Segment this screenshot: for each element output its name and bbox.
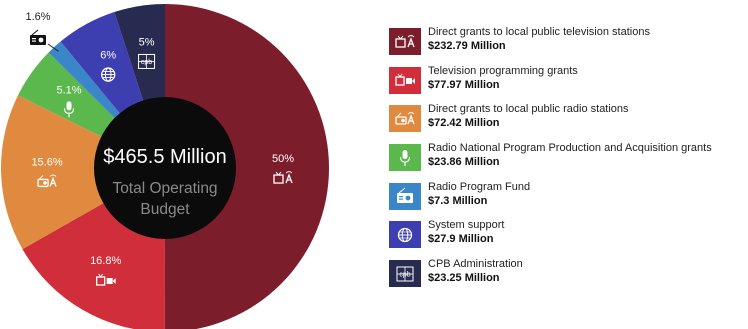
legend-label: Direct grants to local public radio stat…: [428, 103, 629, 116]
slice-percent-3: 5.1%: [56, 84, 81, 96]
legend-item: Direct grants to local public television…: [389, 25, 745, 64]
leader-line: [47, 43, 59, 52]
slice-percent-5: 6%: [100, 50, 116, 62]
tv-radio-icon: [273, 171, 293, 184]
legend-item: cpb CPB Administration $23.25 Million: [389, 257, 745, 296]
slice-percent-1: 16.8%: [90, 255, 121, 267]
legend-item: Direct grants to local public radio stat…: [389, 102, 745, 141]
legend-swatch: [389, 144, 421, 172]
pie-slice-2: [1, 95, 166, 250]
radio-broadcast-icon: [37, 174, 57, 188]
legend: Direct grants to local public television…: [389, 25, 745, 296]
radio-broadcast-icon: [395, 111, 415, 125]
legend-value: $7.3 Million: [428, 194, 488, 207]
donut-hole: [94, 97, 236, 239]
legend-label: Television programming grants: [428, 64, 578, 77]
legend-value: $232.79 Million: [428, 40, 506, 52]
legend-value: $77.97 Million: [428, 78, 500, 91]
legend-value: $72.42 Million: [428, 117, 500, 130]
legend-value: $23.25 Million: [428, 272, 500, 285]
legend-item: Radio National Program Production and Ac…: [389, 141, 745, 180]
cpb-logo-icon: cpb: [396, 266, 414, 282]
legend-label: CPB Administration: [428, 258, 523, 271]
legend-swatch: cpb: [389, 260, 421, 288]
microphone-icon: [399, 149, 411, 166]
svg-text:cpb: cpb: [399, 271, 410, 278]
legend-value: $23.86 Million: [428, 156, 500, 169]
legend-label: Radio Program Fund: [428, 180, 531, 193]
center-total: $465.5 Million: [103, 146, 226, 168]
legend-swatch: [389, 28, 421, 55]
legend-label: System support: [428, 219, 505, 232]
legend-swatch: [389, 221, 421, 249]
globe-icon: [397, 227, 413, 243]
slice-percent-4: 1.6%: [25, 11, 50, 23]
legend-item: Radio Program Fund $7.3 Million: [389, 180, 745, 219]
pie-slice-0: [164, 4, 329, 329]
slice-percent-2: 15.6%: [31, 156, 62, 168]
slice-percent-6: 5%: [139, 36, 155, 48]
legend-value: $27.9 Million: [428, 233, 494, 246]
tv-camera-icon: [395, 73, 415, 86]
legend-item: System support $27.9 Million: [389, 218, 745, 257]
globe-icon: [101, 67, 116, 82]
legend-swatch: [389, 66, 421, 94]
radio-icon: [30, 29, 46, 45]
center-line-2: Total Operating: [112, 180, 217, 197]
legend-swatch: [389, 105, 421, 133]
slice-labels-group: 50% 16.8% 15.6% 5.1% 1.6% 6% 5% cpb: [25, 11, 294, 286]
tv-camera-icon: [96, 273, 116, 286]
legend-label: Direct grants to local public television…: [428, 26, 650, 38]
legend-label: Radio National Program Production and Ac…: [428, 142, 712, 155]
slice-percent-0: 50%: [272, 153, 294, 165]
microphone-icon: [63, 101, 75, 118]
tv-radio-icon: [395, 34, 415, 48]
cpb-logo-icon: cpb: [138, 53, 156, 69]
radio-icon: [397, 187, 413, 204]
center-line-3: Budget: [140, 201, 190, 218]
legend-item: Television programming grants $77.97 Mill…: [389, 64, 745, 103]
legend-swatch: [389, 182, 421, 210]
svg-text:cpb: cpb: [141, 59, 152, 66]
